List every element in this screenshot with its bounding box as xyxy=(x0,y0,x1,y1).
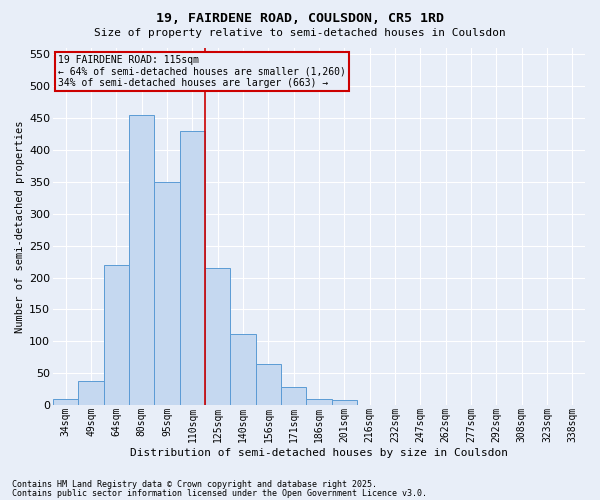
X-axis label: Distribution of semi-detached houses by size in Coulsdon: Distribution of semi-detached houses by … xyxy=(130,448,508,458)
Y-axis label: Number of semi-detached properties: Number of semi-detached properties xyxy=(15,120,25,332)
Bar xyxy=(180,130,205,406)
Bar xyxy=(129,114,154,406)
Text: Size of property relative to semi-detached houses in Coulsdon: Size of property relative to semi-detach… xyxy=(94,28,506,38)
Text: 19, FAIRDENE ROAD, COULSDON, CR5 1RD: 19, FAIRDENE ROAD, COULSDON, CR5 1RD xyxy=(156,12,444,26)
Bar xyxy=(332,400,357,406)
Bar xyxy=(281,388,307,406)
Bar xyxy=(104,264,129,406)
Bar xyxy=(154,182,180,406)
Text: 19 FAIRDENE ROAD: 115sqm
← 64% of semi-detached houses are smaller (1,260)
34% o: 19 FAIRDENE ROAD: 115sqm ← 64% of semi-d… xyxy=(58,54,346,88)
Bar xyxy=(79,381,104,406)
Bar xyxy=(205,268,230,406)
Bar xyxy=(307,399,332,406)
Text: Contains HM Land Registry data © Crown copyright and database right 2025.: Contains HM Land Registry data © Crown c… xyxy=(12,480,377,489)
Bar xyxy=(230,334,256,406)
Text: Contains public sector information licensed under the Open Government Licence v3: Contains public sector information licen… xyxy=(12,488,427,498)
Bar xyxy=(53,399,79,406)
Bar xyxy=(256,364,281,406)
